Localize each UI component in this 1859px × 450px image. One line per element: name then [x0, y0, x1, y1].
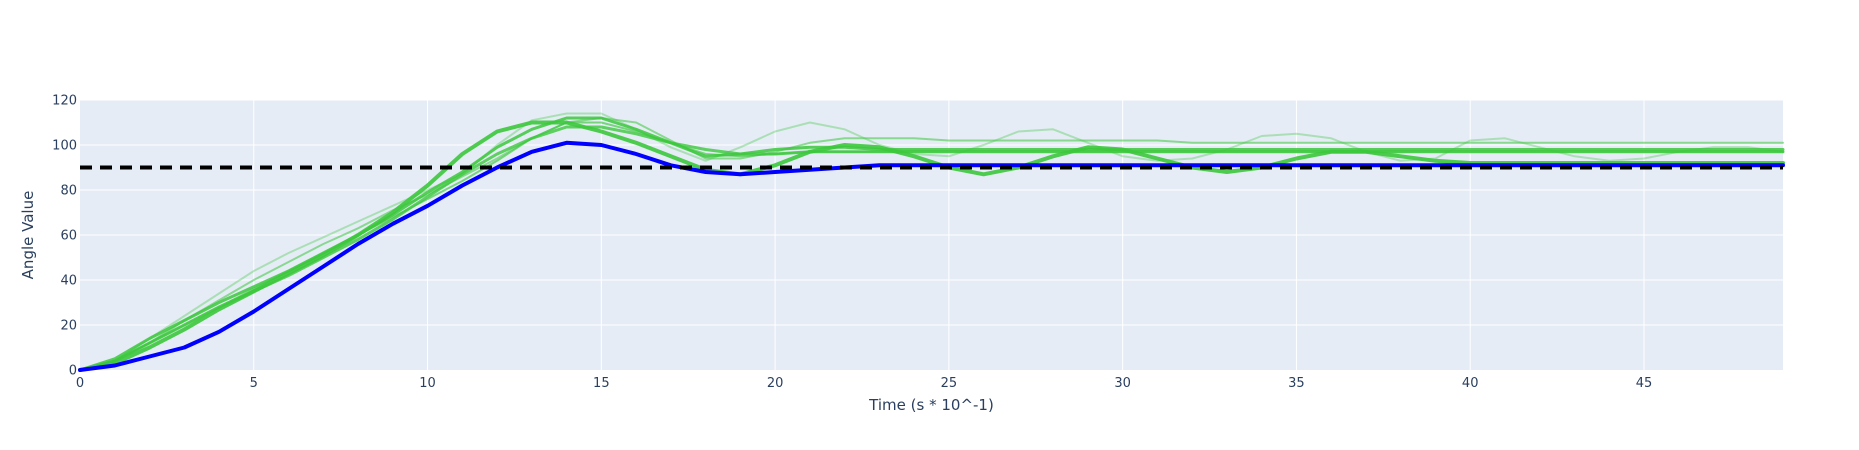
trial-series-line-1	[79, 112, 1784, 371]
y-tick-label: 40	[60, 274, 77, 289]
y-tick-label: 0	[69, 364, 77, 379]
x-tick-label: 30	[1114, 376, 1131, 391]
x-tick-label: 15	[593, 376, 610, 391]
trial-series-line-6	[78, 120, 1785, 372]
reference-series-line	[78, 140, 1785, 372]
x-tick-label: 45	[1636, 376, 1653, 391]
series-layer	[78, 112, 1785, 372]
y-tick-label: 60	[60, 229, 77, 244]
x-tick-label: 25	[941, 376, 958, 391]
y-axis-title: Angle Value	[19, 191, 37, 280]
y-tick-label: 80	[60, 184, 77, 199]
x-tick-label: 35	[1288, 376, 1305, 391]
y-tick-label: 100	[52, 139, 77, 154]
x-axis-title: Time (s * 10^-1)	[868, 396, 994, 414]
grid	[80, 99, 1783, 370]
y-axis-ticks: 0 20 40 60 80 100 120	[52, 94, 77, 379]
x-axis-ticks: 0 5 10 15 20 25 30 35 40 45	[76, 376, 1652, 391]
x-tick-label: 40	[1462, 376, 1479, 391]
y-tick-label: 120	[52, 94, 77, 109]
x-tick-label: 0	[76, 376, 84, 391]
trial-series-line-4	[78, 125, 1785, 372]
trial-series-line-2	[79, 117, 1784, 371]
y-tick-label: 20	[60, 319, 77, 334]
x-tick-label: 5	[250, 376, 258, 391]
x-tick-label: 10	[419, 376, 436, 391]
x-tick-label: 20	[767, 376, 784, 391]
